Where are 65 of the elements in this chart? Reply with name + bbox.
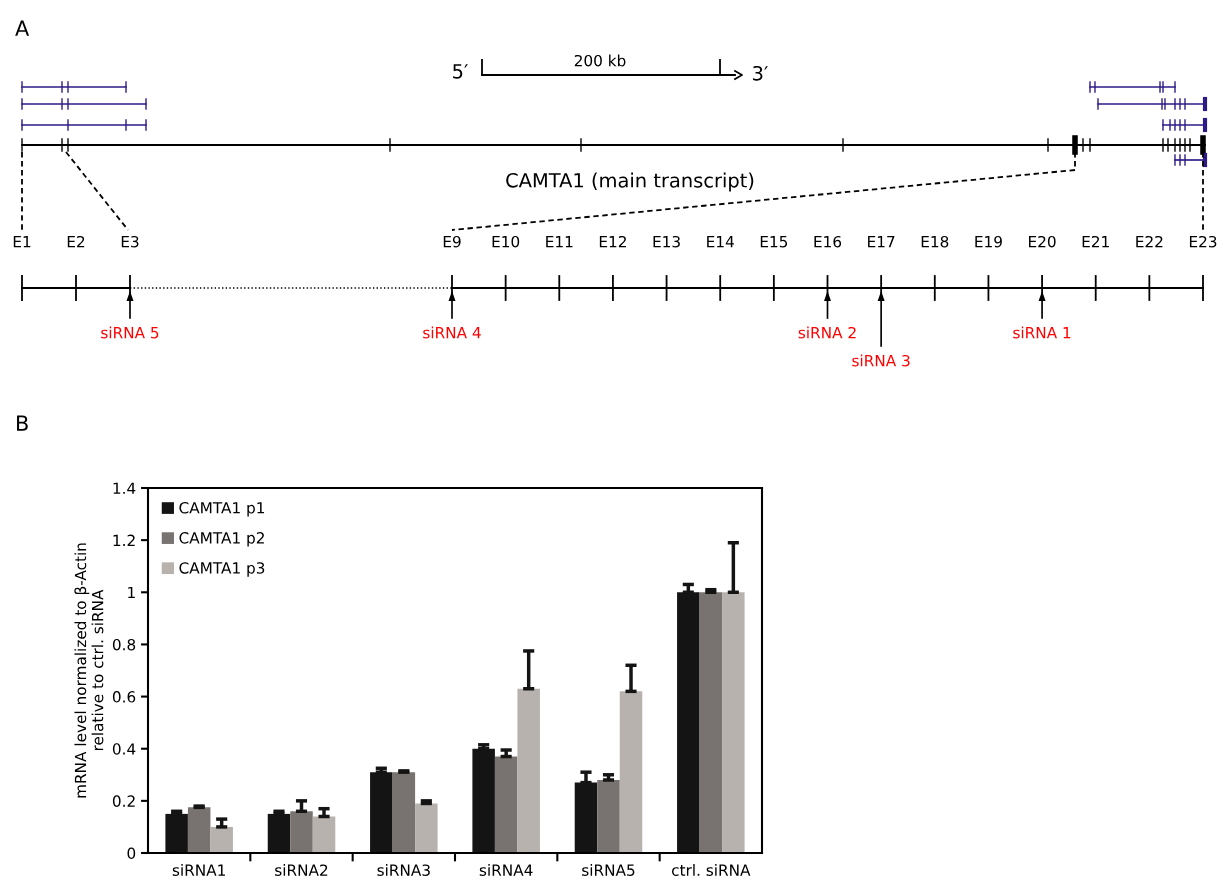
bar [290,811,313,853]
x-tick-label: siRNA1 [172,864,225,876]
y-tick-label: 1.2 [113,534,135,546]
y-tick-label: 0.6 [112,691,136,703]
y-axis-title: mRNA level normalized to β-Actin relative to ctrl. siRNA [74,543,104,798]
x-tick-label: siRNA3 [377,864,430,876]
text: E18 [921,235,949,248]
text: E17 [868,236,895,248]
text: E14 [707,236,734,248]
bar [574,782,598,853]
bar [722,592,745,853]
bar [619,691,643,853]
bar [699,592,723,853]
legend-label: CAMTA1 p3 [179,562,265,577]
text: E20 [1029,235,1056,248]
text: A [15,20,30,36]
text: E23 [1189,235,1217,248]
text: E2 [67,235,85,248]
bar [597,780,620,853]
y-tick-label: 1 [128,586,135,599]
bar [494,756,518,853]
bar [370,772,393,853]
bar [517,688,540,853]
y-tick-label: 0.8 [112,638,136,651]
bar [392,772,416,853]
text: E16 [814,235,842,248]
text: E19 [975,235,1002,248]
y-tick-label: 0.2 [112,795,135,807]
text: E9 [443,235,461,248]
text: 200 kb [574,54,626,67]
y-tick-label: 0 [127,847,136,860]
x-tick-label: ctrl. siRNA [672,864,751,876]
text: E15 [760,236,788,248]
text: E12 [599,235,626,248]
text: E1 [13,236,31,248]
bar [415,803,438,853]
text: E11 [546,236,573,248]
text: E10 [492,235,520,248]
text: siRNA 2 [798,326,856,339]
legend-label: CAMTA1 p1 [179,502,265,517]
legend-label: CAMTA1 p2 [179,532,264,547]
text: 3′ [753,65,768,81]
chart-title: B [17,415,28,431]
bar [165,813,188,853]
text: E13 [653,235,680,248]
text: CAMTA1 (main transcript) [506,172,754,192]
bar [210,826,233,853]
text: siRNA 4 [423,326,481,339]
text: 5′ [453,64,468,79]
text: siRNA 5 [101,326,159,339]
bar [677,592,700,853]
text: siRNA 1 [1013,326,1071,339]
y-tick-label: 1.4 [113,482,136,494]
x-tick-label: siRNA4 [479,864,533,876]
text: E21 [1082,235,1109,248]
x-tick-label: siRNA2 [275,864,328,876]
text: E22 [1136,235,1163,248]
text: siRNA 3 [852,354,910,367]
bar [472,748,495,853]
y-tick-label: 0.4 [112,743,136,755]
bar [267,813,291,853]
bar [312,816,336,853]
bar [187,807,211,853]
text: E3 [121,235,139,248]
x-tick-label: siRNA5 [582,864,635,876]
